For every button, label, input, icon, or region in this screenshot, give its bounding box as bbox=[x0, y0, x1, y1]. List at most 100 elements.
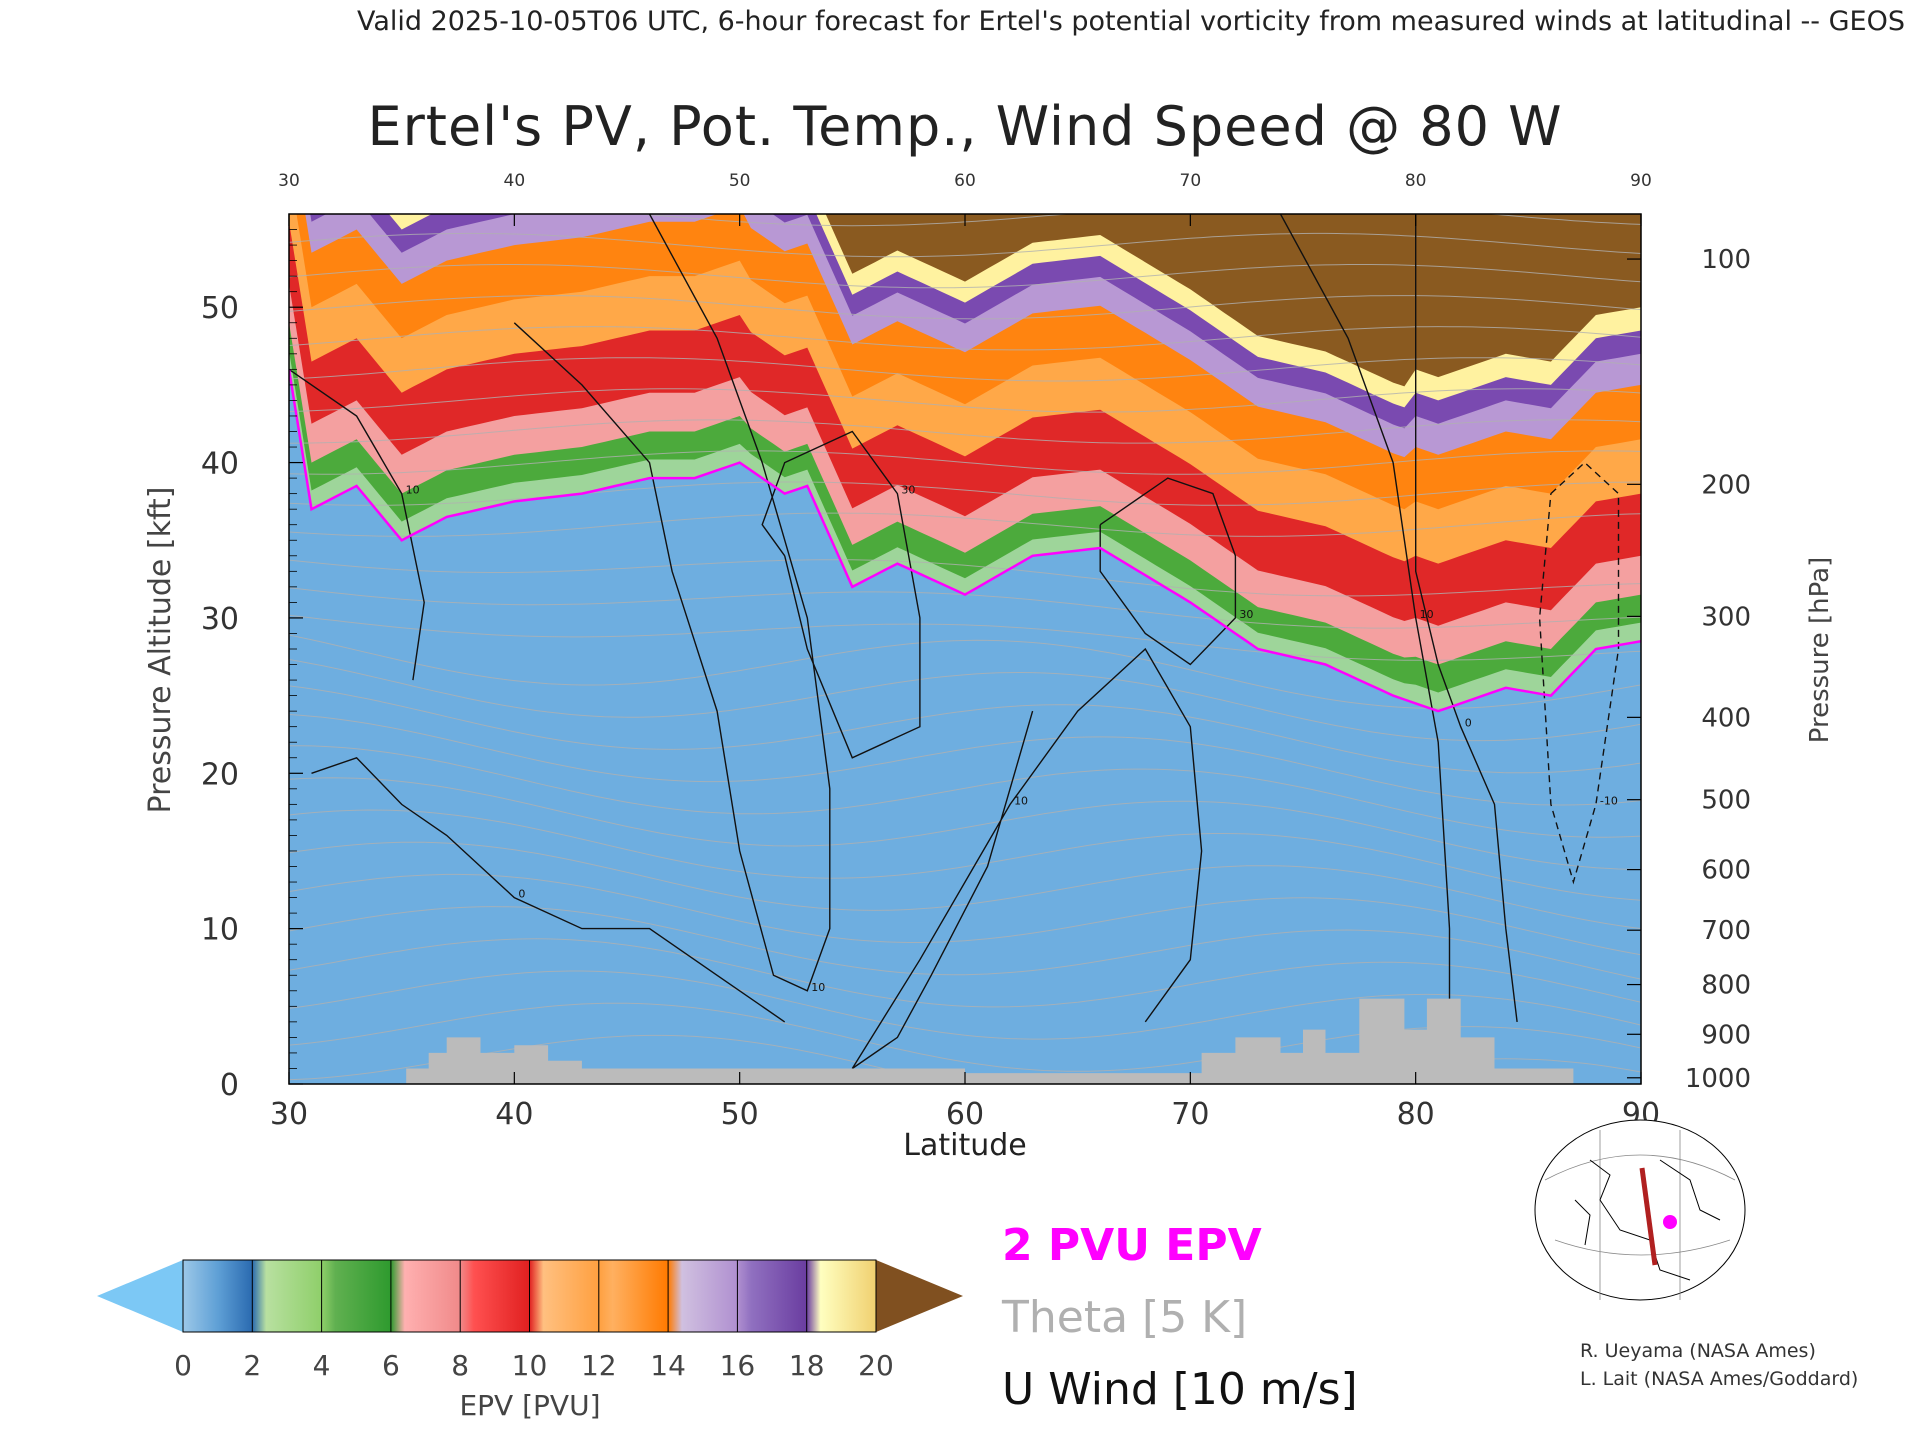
theta-contour bbox=[289, 873, 1641, 956]
x-tick-label: 50 bbox=[721, 1097, 759, 1132]
pressure-tick-label: 200 bbox=[1701, 470, 1751, 500]
theta-contour bbox=[289, 841, 1641, 930]
map-marker bbox=[1663, 1215, 1677, 1229]
u-wind-contour-label: 30 bbox=[901, 484, 915, 497]
credit-line-2: L. Lait (NASA Ames/Goddard) bbox=[1580, 1368, 1858, 1390]
map-cross-section-track bbox=[1639, 1167, 1658, 1266]
pressure-tick-label: 800 bbox=[1701, 971, 1751, 1001]
legend-wind: U Wind [10 m/s] bbox=[1002, 1364, 1358, 1415]
theta-contour bbox=[289, 614, 1641, 661]
u-wind-contour bbox=[311, 756, 786, 1023]
x-tick-label: 40 bbox=[495, 1097, 533, 1132]
pressure-tick-label: 700 bbox=[1701, 916, 1751, 946]
pressure-tick-label: 1000 bbox=[1685, 1064, 1751, 1094]
x-tick-label: 60 bbox=[946, 1097, 984, 1132]
axes: 30 40 50 60 70 80 90 30 40 50 60 70 80 900 10 20 30 40 50 1… bbox=[201, 171, 1751, 1132]
pressure-tick-label: 400 bbox=[1701, 703, 1751, 733]
theta-contour bbox=[289, 714, 1641, 806]
colorbar-tick-label: 0 bbox=[174, 1349, 192, 1382]
y-tick-label: 20 bbox=[201, 757, 239, 792]
u-wind-contour bbox=[513, 214, 831, 992]
theta-contour bbox=[289, 1002, 1641, 1072]
colorbar-frame bbox=[182, 1259, 877, 1333]
theta-contour bbox=[289, 685, 1641, 774]
u-wind-contour bbox=[851, 647, 1203, 1070]
theta-contour bbox=[289, 777, 1641, 870]
map-graticule bbox=[1544, 1130, 1736, 1300]
legend: 2 PVU EPV Theta [5 K] U Wind [10 m/s] bbox=[1001, 1220, 1358, 1415]
x-tick-label: 30 bbox=[270, 1097, 308, 1132]
u-wind-contour-label: 30 bbox=[1239, 608, 1253, 621]
x-top-tick-label: 80 bbox=[1405, 171, 1427, 191]
theta-contour bbox=[289, 809, 1641, 901]
x-axis-label: Latitude bbox=[903, 1128, 1026, 1163]
y-tick-label: 50 bbox=[201, 291, 239, 326]
u-wind-contour bbox=[289, 368, 425, 681]
x-top-tick-label: 90 bbox=[1630, 171, 1652, 191]
colorbar-ticks: 0 2 4 6 8 10 12 14 16 18 20 bbox=[174, 1260, 894, 1382]
x-top-tick-label: 70 bbox=[1180, 171, 1202, 191]
u-wind-contour-label: 10 bbox=[811, 981, 825, 994]
locator-map bbox=[1534, 1119, 1746, 1301]
u-wind-contour bbox=[1279, 214, 1451, 1022]
u-wind-contour bbox=[1415, 214, 1518, 1022]
theta-contour bbox=[289, 559, 1641, 597]
x-tick-label: 80 bbox=[1397, 1097, 1435, 1132]
colorbar-tick-label: 18 bbox=[789, 1349, 825, 1382]
pressure-tick-label: 300 bbox=[1701, 602, 1751, 632]
theta-contour bbox=[289, 970, 1641, 1040]
epv-band bbox=[289, 214, 1641, 387]
theta-contour bbox=[289, 938, 1641, 1008]
y-tick-label: 0 bbox=[220, 1068, 239, 1103]
colorbar-over-arrow bbox=[876, 1260, 963, 1332]
colorbar-tick-label: 10 bbox=[512, 1349, 548, 1382]
y-axis-label-right: Pressure [hPa] bbox=[1805, 557, 1835, 744]
u-wind-contour bbox=[761, 430, 921, 759]
pressure-tick-label: 600 bbox=[1701, 856, 1751, 886]
x-top-tick-label: 40 bbox=[504, 171, 526, 191]
colorbar-tick-label: 20 bbox=[858, 1349, 894, 1382]
u-wind-contour-label: 0 bbox=[518, 888, 525, 901]
y-tick-label: 10 bbox=[201, 913, 239, 948]
pressure-tick-label: 100 bbox=[1701, 245, 1751, 275]
epv-bands bbox=[289, 214, 1641, 1084]
chart-title: Ertel's PV, Pot. Temp., Wind Speed @ 80 … bbox=[367, 95, 1562, 158]
colorbar: 0 2 4 6 8 10 12 14 16 18 20 EPV [PVU] bbox=[97, 1259, 963, 1422]
theta-contour bbox=[289, 634, 1641, 710]
credit-line-1: R. Ueyama (NASA Ames) bbox=[1580, 1340, 1816, 1362]
terrain-mask bbox=[289, 998, 1641, 1084]
colorbar-tick-label: 14 bbox=[650, 1349, 686, 1382]
y-tick-label: 30 bbox=[201, 602, 239, 637]
valid-time-header: Valid 2025-10-05T06 UTC, 6-hour forecast… bbox=[357, 6, 1905, 37]
colorbar-tick-label: 12 bbox=[581, 1349, 617, 1382]
u-wind-contour-label: 10 bbox=[406, 484, 420, 497]
theta-contour bbox=[289, 906, 1641, 980]
x-top-tick-label: 50 bbox=[729, 171, 751, 191]
u-wind-contour bbox=[1538, 461, 1620, 885]
x-top-tick-label: 30 bbox=[278, 171, 300, 191]
x-top-tick-label: 60 bbox=[954, 171, 976, 191]
map-outline bbox=[1534, 1119, 1746, 1301]
map-coastlines bbox=[1574, 1159, 1721, 1281]
u-wind-contour bbox=[1099, 477, 1237, 666]
colorbar-label: EPV [PVU] bbox=[459, 1389, 600, 1422]
u-wind-contour-label: 10 bbox=[1014, 794, 1028, 807]
u-wind-contour-label: -10 bbox=[1600, 794, 1618, 807]
theta-contour bbox=[289, 659, 1641, 742]
colorbar-tick-label: 8 bbox=[451, 1349, 469, 1382]
colorbar-tick-label: 2 bbox=[243, 1349, 261, 1382]
colorbar-under-arrow bbox=[97, 1260, 183, 1332]
epv-2pvu-line bbox=[289, 369, 1641, 713]
pressure-tick-label: 900 bbox=[1701, 1020, 1751, 1050]
legend-theta: Theta [5 K] bbox=[1001, 1292, 1247, 1343]
colorbar-tick-label: 4 bbox=[313, 1349, 331, 1382]
u-wind-contour-label: 0 bbox=[1465, 717, 1472, 730]
y-axis-label-left: Pressure Altitude [kft] bbox=[143, 487, 178, 814]
colorbar-tick-label: 16 bbox=[720, 1349, 756, 1382]
theta-contour bbox=[289, 745, 1641, 838]
x-tick-label: 70 bbox=[1171, 1097, 1209, 1132]
pressure-tick-label: 500 bbox=[1701, 786, 1751, 816]
